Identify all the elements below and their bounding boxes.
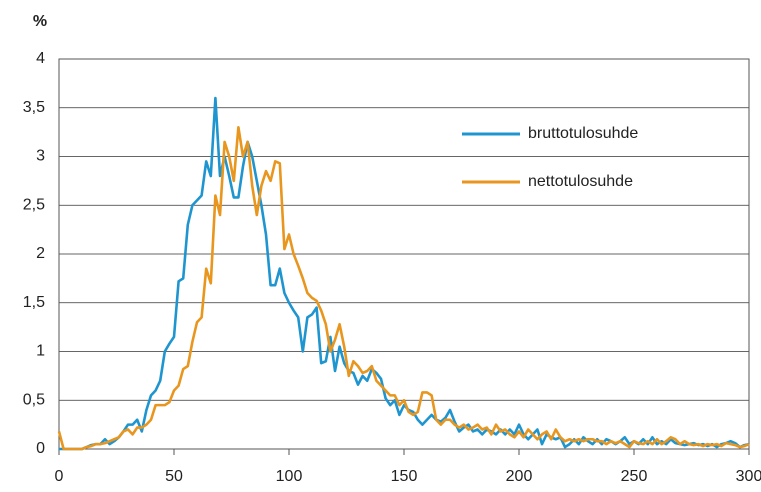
legend-label: bruttotulosuhde (528, 125, 638, 142)
x-tick-label: 100 (276, 468, 303, 485)
y-tick-label: 1 (36, 343, 45, 360)
x-tick-label: 300 (736, 468, 761, 485)
series-line (59, 96, 750, 451)
y-tick-label: 4 (36, 50, 45, 67)
y-tick-label: 2,5 (23, 196, 45, 213)
x-tick-label: 250 (621, 468, 648, 485)
x-tick-label: 200 (506, 468, 533, 485)
legend-label: nettotulosuhde (528, 173, 633, 190)
y-tick-label: 3 (36, 148, 45, 165)
y-tick-label: 2 (36, 245, 45, 262)
x-tick-label: 0 (55, 468, 64, 485)
series-line (57, 125, 750, 451)
x-tick-label: 150 (391, 468, 418, 485)
y-tick-label: 0 (36, 440, 45, 457)
y-axis-label: % (33, 13, 47, 30)
y-tick-label: 0,5 (23, 391, 45, 408)
x-tick-label: 50 (165, 468, 183, 485)
y-tick-label: 1,5 (23, 294, 45, 311)
y-tick-label: 3,5 (23, 99, 45, 116)
